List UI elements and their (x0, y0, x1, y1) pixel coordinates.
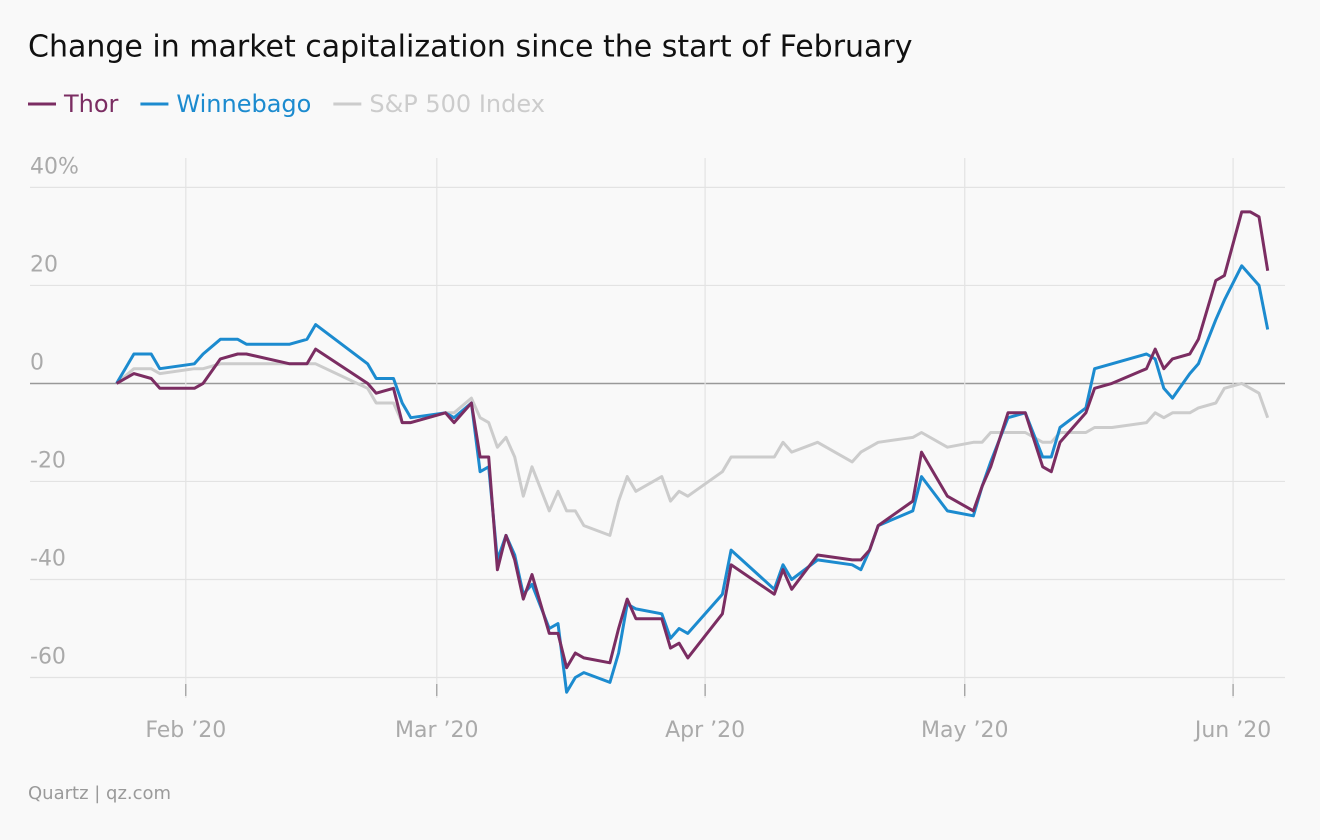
y-tick-label: -20 (30, 448, 66, 473)
legend-label: Winnebago (176, 90, 311, 118)
data-line (115, 362, 1270, 537)
y-tick-label: 40% (30, 154, 79, 179)
chart-title: Change in market capitalization since th… (28, 30, 913, 65)
y-tick-label: 20 (30, 252, 58, 277)
x-tick-label: Mar ’20 (395, 718, 479, 743)
y-tick-label: -60 (30, 644, 66, 669)
data-line (115, 264, 1270, 694)
y-tick-label: -40 (30, 546, 66, 571)
legend-label: S&P 500 Index (369, 90, 545, 118)
legend-label: Thor (63, 90, 119, 118)
source-note: Quartz | qz.com (28, 783, 171, 804)
x-tick-label: May ’20 (921, 718, 1008, 743)
data-line (115, 210, 1270, 670)
x-tick-label: Jun ’20 (1193, 718, 1271, 743)
legend: Thor Winnebago S&P 500 Index (28, 90, 545, 118)
x-tick-label: Apr ’20 (665, 718, 745, 743)
x-tick-label: Feb ’20 (145, 718, 226, 743)
y-tick-label: 0 (30, 350, 44, 375)
